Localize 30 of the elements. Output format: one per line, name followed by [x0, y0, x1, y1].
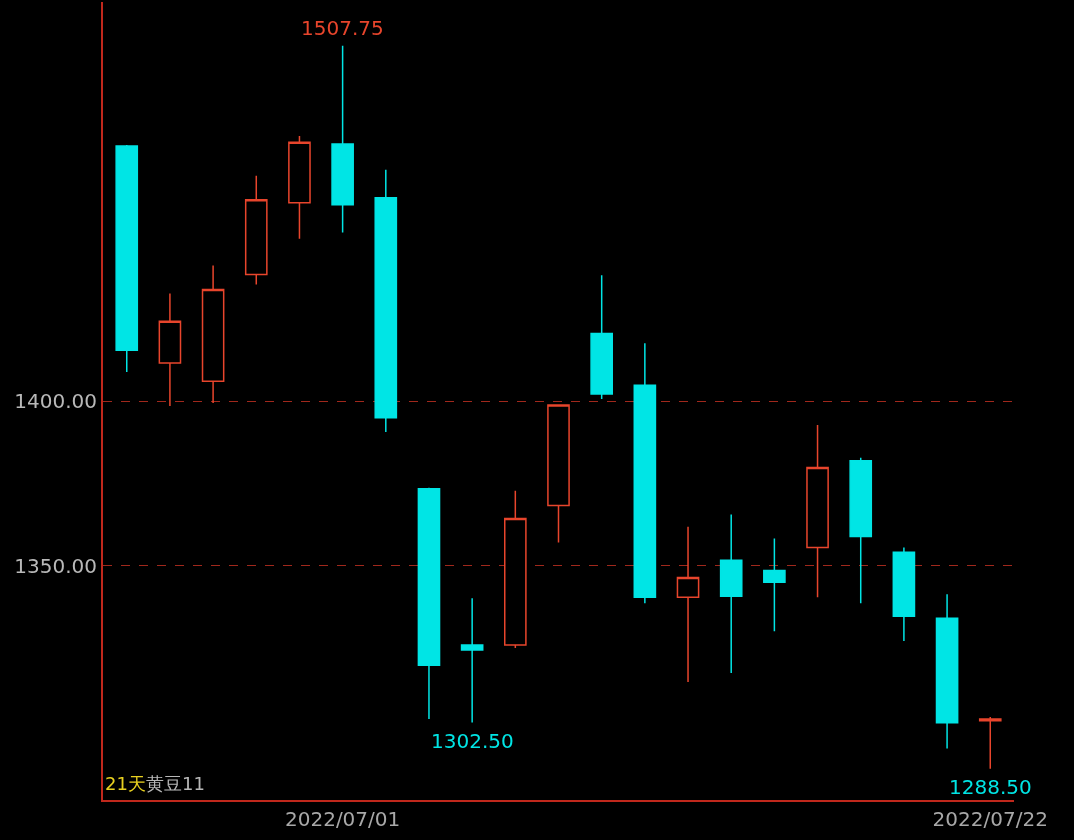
candlestick — [288, 135, 311, 240]
candlestick — [547, 403, 570, 544]
candlestick — [504, 489, 527, 649]
candlestick — [806, 424, 829, 598]
annotation: 21天 — [105, 773, 146, 794]
candlestick — [633, 342, 657, 604]
candlestick — [763, 537, 786, 632]
x-tick-label: 2022/07/22 — [932, 807, 1048, 831]
candlestick — [115, 144, 139, 373]
candlestick — [935, 593, 959, 750]
candlestick — [892, 546, 916, 642]
annotation: 黄豆11 — [146, 773, 205, 794]
candlestick — [719, 513, 743, 674]
candlestick — [331, 44, 354, 234]
candlestick — [590, 274, 613, 400]
candlestick — [460, 597, 484, 724]
y-tick-label: 1400.00 — [14, 389, 97, 413]
candlestick — [158, 292, 182, 407]
candlestick — [849, 456, 873, 604]
annotation: 1507.75 — [301, 16, 384, 40]
candlestick — [417, 486, 441, 720]
candlestick — [374, 169, 398, 433]
candlestick — [978, 716, 1002, 770]
candlestick — [201, 264, 225, 404]
annotation: 1302.50 — [431, 729, 514, 753]
y-tick-label: 1350.00 — [14, 553, 97, 578]
x-tick-label: 2022/07/01 — [284, 807, 401, 831]
candlestick — [676, 525, 700, 683]
annotation: 1288.50 — [949, 775, 1032, 799]
candlestick — [244, 175, 268, 286]
